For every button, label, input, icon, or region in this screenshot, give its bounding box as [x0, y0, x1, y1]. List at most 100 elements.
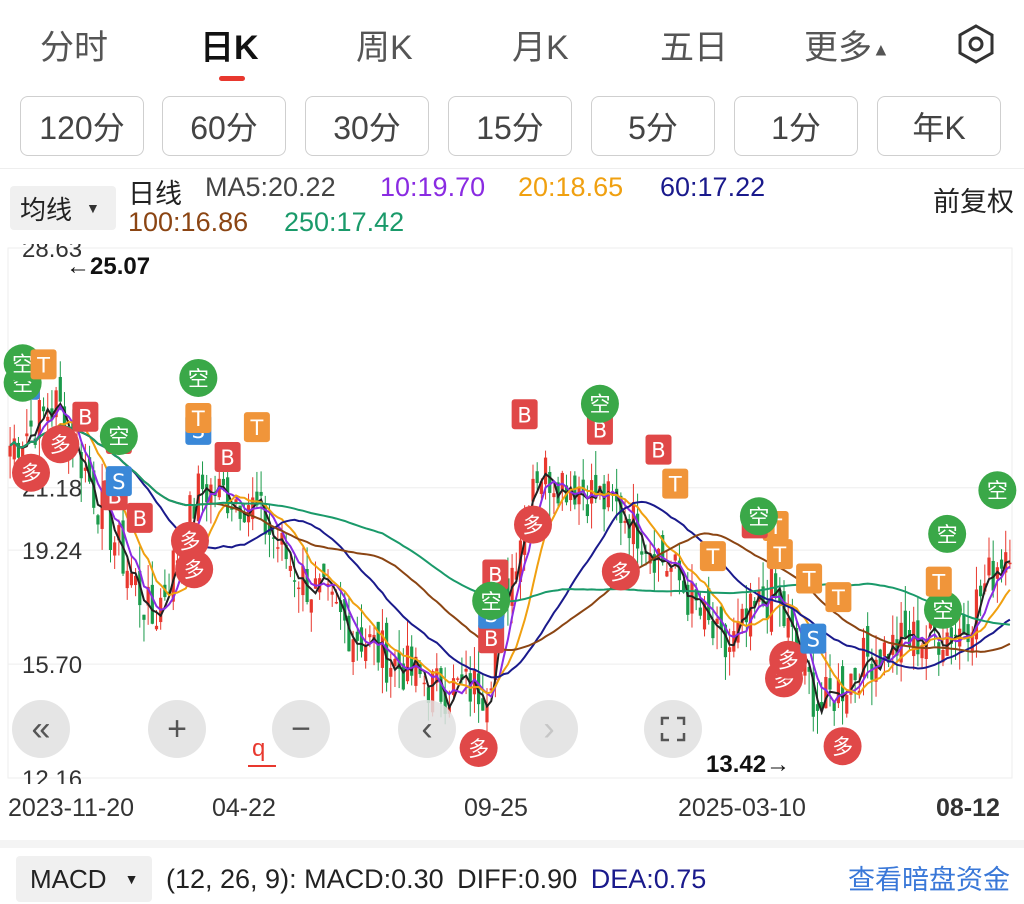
tab-daily-k[interactable]: 日K [200, 29, 259, 67]
zoom-in-icon[interactable]: + [148, 700, 206, 758]
signal-badge-text: B [484, 627, 498, 651]
price-adjust-toggle[interactable]: 前复权 [933, 187, 1014, 217]
chart-frame [7, 247, 1013, 779]
candle-body [631, 502, 636, 545]
short-signal-badge [739, 497, 778, 536]
candle-body [577, 487, 581, 505]
signal-badge-text: T [191, 407, 205, 431]
candle-body [117, 525, 121, 541]
period-15min-button[interactable]: 15分 [448, 96, 572, 156]
candle-body [882, 642, 887, 656]
signal-badge-text: 多 [50, 433, 71, 457]
candle-body [376, 621, 380, 663]
short-signal-badge [472, 581, 511, 620]
candle-body [313, 578, 318, 589]
signal-badge-text: T [668, 473, 682, 497]
candle-body [815, 704, 820, 711]
tab-more[interactable]: 更多▲ [804, 20, 890, 69]
view-dark-pool-funds-link[interactable]: 查看暗盘资金 [848, 865, 1010, 895]
kline-chart-svg[interactable]: 28.6321.1819.2415.7012.16BTB多S多BS多B空多B多T… [0, 244, 1024, 784]
candle-body [974, 589, 979, 640]
date-tick-latest: 08-12 [936, 794, 1000, 822]
period-yearly-k-button[interactable]: 年K [877, 96, 1001, 156]
signal-badge-text: 空 [589, 393, 610, 417]
long-signal-badge [175, 550, 214, 589]
candle-body [326, 583, 330, 586]
period-5min-button[interactable]: 5分 [591, 96, 715, 156]
y-axis-label: 12.16 [22, 766, 82, 784]
date-tick: 2025-03-10 [678, 794, 806, 822]
candle-body [226, 477, 230, 514]
chevron-left-icon[interactable]: ‹ [398, 700, 456, 758]
candle-body [585, 504, 589, 517]
tab-weekly-k[interactable]: 周K [356, 29, 413, 67]
candle-body [941, 649, 945, 663]
candle-body [723, 624, 728, 658]
active-tab-indicator [219, 76, 245, 81]
period-120min-button[interactable]: 120分 [20, 96, 144, 156]
candle-body [820, 702, 824, 709]
signal-badge-text: B [488, 564, 502, 588]
candle-body [493, 642, 497, 681]
candle-body [21, 447, 25, 458]
candle-body [192, 506, 196, 519]
period-30min-button[interactable]: 30分 [305, 96, 429, 156]
candle-body [359, 627, 364, 652]
candle-body [790, 608, 794, 627]
candle-body [16, 442, 21, 458]
trade-signal-badge [511, 399, 538, 430]
trade-signal-badge [662, 468, 689, 499]
candle-body [414, 656, 418, 686]
tab-intraday[interactable]: 分时 [40, 29, 108, 67]
ma-line-label: 日线 [128, 179, 182, 209]
candle-body [682, 580, 686, 593]
candle-body [276, 547, 280, 549]
hexagon-settings-icon[interactable] [954, 22, 998, 66]
signal-badge-text: T [249, 416, 263, 440]
long-signal-badge [12, 453, 51, 492]
candle-body [690, 581, 694, 614]
candle-body [732, 631, 736, 652]
candle-body [460, 674, 464, 680]
candle-body [970, 632, 974, 653]
period-1min-button[interactable]: 1分 [734, 96, 858, 156]
ma-indicator-dropdown[interactable]: 均线 ▼ [10, 186, 116, 230]
candle-body [807, 667, 811, 672]
candle-body [142, 614, 146, 620]
candle-body [949, 627, 953, 644]
signal-badge-text: B [78, 406, 92, 430]
candle-body [824, 676, 828, 709]
candle-body [836, 679, 840, 704]
candle-body [443, 691, 447, 714]
tab-five-day[interactable]: 五日 [660, 29, 728, 67]
candle-body [661, 535, 665, 563]
double-chevron-left-icon[interactable]: « [12, 700, 70, 758]
candle-body [924, 640, 928, 660]
macd-values: (12, 26, 9): MACD:0.30 DIFF:0.90 DEA:0.7… [166, 864, 706, 895]
ma5-value: MA5:20.22 [205, 172, 336, 202]
candle-body [234, 499, 238, 503]
period-60min-button[interactable]: 60分 [162, 96, 286, 156]
candle-body [347, 615, 351, 652]
macd-indicator-dropdown[interactable]: MACD ▼ [16, 856, 152, 902]
candle-body [25, 433, 29, 437]
candle-body [37, 400, 41, 439]
long-signal-badge [601, 552, 640, 591]
zoom-out-icon[interactable]: − [272, 700, 330, 758]
candle-body [715, 618, 719, 625]
candle-body [652, 554, 656, 573]
candle-body [765, 601, 769, 619]
kline-chart[interactable]: 28.6321.1819.2415.7012.16BTB多S多BS多B空多B多T… [0, 244, 1024, 784]
candle-body [673, 554, 677, 561]
fullscreen-icon[interactable] [644, 700, 702, 758]
chevron-right-icon[interactable]: › [520, 700, 578, 758]
candle-body [272, 537, 276, 539]
candle-body [338, 600, 343, 613]
tab-monthly-k[interactable]: 月K [512, 29, 569, 67]
candle-body [129, 573, 134, 586]
candle-body [920, 644, 924, 659]
signal-badge-text: 空 [188, 367, 209, 391]
candle-body [953, 634, 958, 637]
diff-value: DIFF:0.90 [457, 864, 578, 894]
macd-params: (12, 26, 9): [166, 864, 297, 894]
